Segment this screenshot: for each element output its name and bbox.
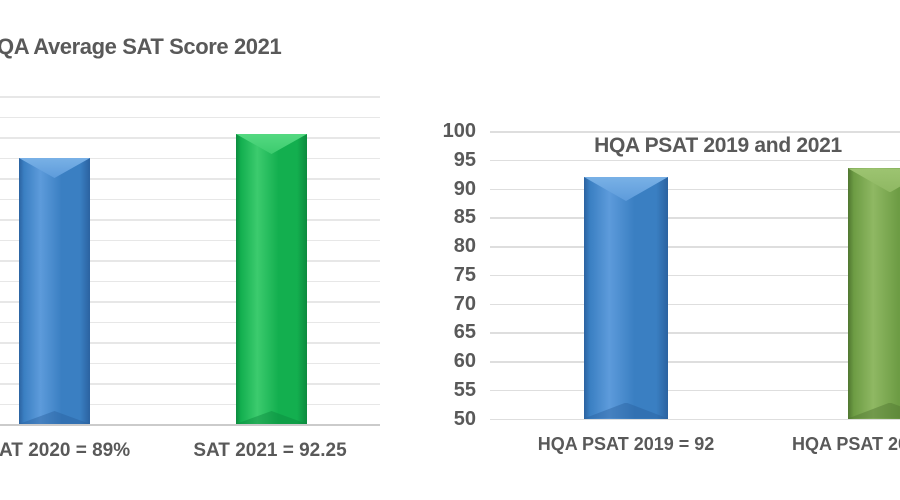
gridline — [0, 198, 380, 200]
y-tick-label: 75 — [453, 263, 476, 286]
y-tick-label: 90 — [453, 177, 476, 200]
gridline — [490, 332, 900, 334]
y-tick-label: 60 — [453, 350, 476, 372]
gridline — [490, 246, 900, 248]
x-axis-line — [0, 424, 380, 426]
gridline — [0, 280, 380, 282]
gridline — [490, 131, 900, 133]
bar-sat-2020 — [19, 158, 90, 424]
sat-2021-category-label: SAT 2021 = 92.25 — [193, 440, 347, 461]
gridline — [0, 178, 380, 180]
psat-2021-category-label: HQA PSAT 20 — [792, 434, 900, 454]
gridline — [490, 303, 900, 305]
gridline — [0, 301, 380, 303]
psat-2019-category-label: HQA PSAT 2019 = 92 — [537, 434, 715, 454]
gridline — [0, 260, 380, 262]
gridline — [0, 383, 380, 385]
psat-plot-area — [490, 131, 900, 420]
gridline — [0, 219, 380, 221]
sat-2020-category-label: AT 2020 = 89% — [0, 440, 131, 461]
bar-psat-2019 — [584, 177, 668, 419]
gridline — [0, 403, 380, 405]
gridline — [0, 342, 380, 344]
bar-psat-2021 — [848, 168, 900, 419]
gridline — [0, 362, 380, 364]
y-tick-label: 50 — [453, 407, 476, 430]
gridline — [490, 389, 900, 392]
gridline — [490, 188, 900, 190]
gridline — [0, 116, 380, 118]
x-axis-line — [490, 418, 900, 420]
y-tick-label: 70 — [453, 292, 476, 315]
gridline — [0, 96, 380, 98]
y-tick-label: 100 — [442, 120, 476, 142]
psat-y-axis-labels: 100 95 90 85 80 75 70 65 60 55 50 — [430, 121, 476, 429]
y-tick-label: 95 — [453, 148, 476, 171]
sat-plot-area — [0, 96, 380, 426]
bar-sat-2021 — [236, 134, 307, 424]
gridline — [0, 157, 380, 159]
y-tick-label: 55 — [453, 378, 476, 401]
y-tick-label: 65 — [453, 321, 476, 344]
gridline — [490, 274, 900, 277]
gridline — [0, 239, 380, 241]
y-tick-label: 85 — [453, 206, 476, 229]
gridline — [0, 137, 380, 139]
gridline — [490, 159, 900, 162]
psat-chart-title: HQA PSAT 2019 and 2021 — [594, 134, 842, 157]
gridline — [490, 217, 900, 219]
gridline — [0, 321, 380, 323]
sat-chart-title: QA Average SAT Score 2021 — [0, 34, 282, 59]
gridline — [490, 361, 900, 363]
y-tick-label: 80 — [453, 235, 476, 257]
